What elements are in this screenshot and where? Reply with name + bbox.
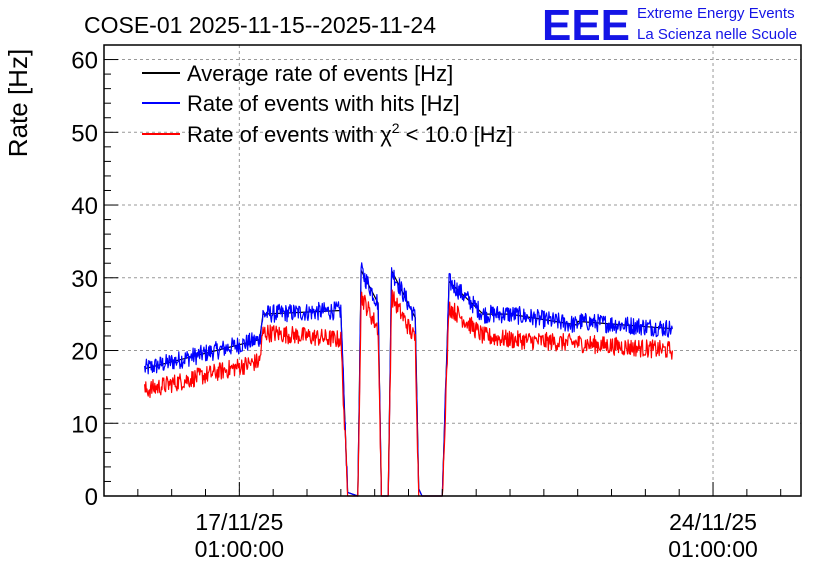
y-axis-label: Rate [Hz] (3, 49, 33, 157)
legend-label-chi2: Rate of events with χ2 < 10.0 [Hz] (187, 120, 513, 147)
grid-lines (104, 45, 801, 496)
y-tick-label-50: 50 (71, 120, 98, 147)
eee-logo: EEE Extreme Energy Events La Scienza nel… (542, 1, 797, 50)
y-tick-label-20: 20 (71, 339, 98, 366)
legend-label-hits: Rate of events with hits [Hz] (187, 91, 460, 116)
y-tick-label-30: 30 (71, 266, 98, 293)
y-tick-label-0: 0 (85, 484, 98, 511)
logo-line1: Extreme Energy Events (637, 5, 795, 22)
y-tick-label-40: 40 (71, 193, 98, 220)
y-ticks: 0 10 20 30 40 50 60 (71, 44, 118, 511)
logo-mark: EEE (542, 1, 630, 50)
legend-chi2-tail: < 10.0 [Hz] (400, 122, 513, 147)
legend-label-average: Average rate of events [Hz] (187, 61, 453, 86)
axes (103, 44, 802, 497)
legend-chi2-main: Rate of events with χ (187, 122, 392, 147)
plot-frame (103, 44, 802, 497)
series-line-2 (144, 289, 673, 497)
logo-line2: La Scienza nelle Scuole (637, 26, 797, 43)
x-tick-time-0: 01:00:00 (195, 536, 285, 562)
series-layer (144, 262, 673, 497)
y-tick-label-60: 60 (71, 48, 98, 75)
x-tick-date-0: 17/11/25 (195, 509, 283, 535)
y-tick-label-10: 10 (71, 411, 98, 438)
x-tick-date-1: 24/11/25 (669, 509, 757, 535)
series-line-1 (144, 262, 673, 497)
x-tick-time-1: 01:00:00 (668, 536, 758, 562)
legend-chi2-sup: 2 (392, 120, 400, 136)
legend: Average rate of events [Hz] Rate of even… (142, 61, 513, 147)
chart-title: COSE-01 2025-11-15--2025-11-24 (84, 12, 436, 38)
